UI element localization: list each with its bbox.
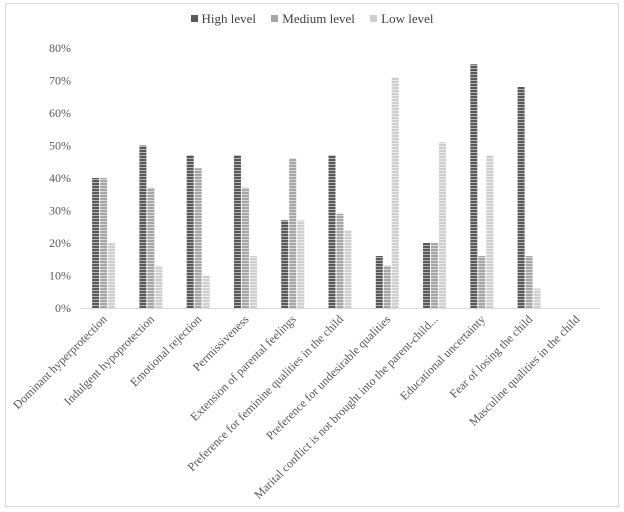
bar-low-level bbox=[533, 288, 541, 308]
y-tick-label: 80% bbox=[49, 41, 71, 55]
bar-low-level bbox=[344, 230, 352, 308]
bar-high-level bbox=[233, 155, 241, 308]
bar-low-level bbox=[439, 142, 447, 308]
legend-item-high: High level bbox=[190, 11, 257, 27]
y-tick-label: 70% bbox=[49, 74, 71, 88]
y-tick-label: 50% bbox=[49, 139, 71, 153]
bar-high-level bbox=[139, 145, 147, 308]
legend-label-high: High level bbox=[201, 11, 257, 26]
bar-high-level bbox=[375, 256, 383, 308]
y-tick-label: 30% bbox=[49, 204, 71, 218]
bar-medium-level bbox=[147, 187, 155, 308]
x-tick-label: Fear of losing the child bbox=[447, 312, 536, 401]
bar-medium-level bbox=[289, 158, 297, 308]
bar-low-level bbox=[297, 220, 305, 308]
bar-medium-level bbox=[478, 256, 486, 308]
legend-label-medium: Medium level bbox=[282, 11, 355, 26]
bar-high-level bbox=[92, 178, 100, 308]
y-tick-label: 10% bbox=[49, 269, 71, 283]
bar-high-level bbox=[517, 87, 525, 308]
bar-high-level bbox=[470, 64, 478, 308]
x-tick-label: Dominant hyperprotection bbox=[10, 312, 110, 412]
bar-medium-level bbox=[194, 168, 202, 308]
legend-item-low: Low level bbox=[370, 11, 433, 27]
x-tick-label: Educational uncertainty bbox=[397, 312, 488, 403]
legend-swatch-high bbox=[190, 15, 198, 22]
y-tick-label: 0% bbox=[55, 301, 71, 315]
bar-low-level bbox=[108, 243, 116, 308]
chart-frame bbox=[5, 3, 619, 507]
bar-low-level bbox=[202, 275, 210, 308]
bar-medium-level bbox=[383, 265, 391, 308]
legend-swatch-medium bbox=[271, 15, 279, 22]
bar-high-level bbox=[186, 155, 194, 308]
legend-label-low: Low level bbox=[381, 11, 434, 26]
bar-low-level bbox=[155, 265, 163, 308]
legend-swatch-low bbox=[370, 15, 378, 22]
bar-medium-level bbox=[241, 187, 249, 308]
bar-medium-level bbox=[336, 213, 344, 308]
bar-high-level bbox=[423, 243, 431, 308]
y-tick-label: 40% bbox=[49, 171, 71, 185]
y-tick-label: 20% bbox=[49, 236, 71, 250]
bar-medium-level bbox=[525, 256, 533, 308]
bar-medium-level bbox=[100, 178, 108, 308]
bar-low-level bbox=[391, 77, 399, 308]
x-tick-label: Indulgent hypoprotection bbox=[61, 312, 157, 408]
bar-low-level bbox=[486, 155, 494, 308]
bar-high-level bbox=[281, 220, 289, 308]
legend: High level Medium level Low level bbox=[0, 11, 624, 27]
bar-medium-level bbox=[431, 243, 439, 308]
y-tick-label: 60% bbox=[49, 106, 71, 120]
legend-item-medium: Medium level bbox=[271, 11, 355, 27]
bar-low-level bbox=[249, 256, 257, 308]
bar-high-level bbox=[328, 155, 336, 308]
